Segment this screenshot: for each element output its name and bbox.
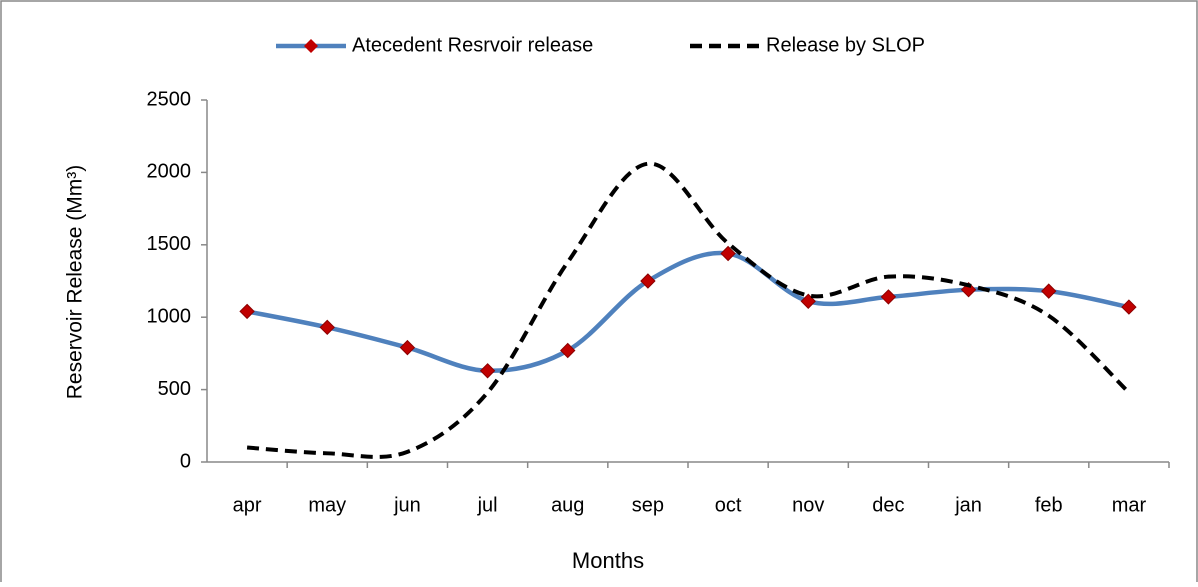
x-tick-label: feb	[1035, 494, 1063, 516]
marker	[399, 339, 416, 356]
marker	[960, 281, 977, 298]
legend-label: Release by SLOP	[766, 34, 925, 56]
marker	[1121, 299, 1137, 315]
x-tick-label: sep	[632, 494, 664, 516]
y-axis-label: Reservoir Release (Mm³)	[64, 165, 87, 400]
x-tick-label: dec	[872, 494, 904, 516]
x-tick-label: may	[308, 494, 346, 516]
y-tick-label: 500	[158, 378, 191, 400]
x-tick-label: apr	[233, 494, 262, 516]
marker	[720, 245, 736, 262]
x-axis-label: Months	[572, 548, 644, 573]
marker	[479, 363, 496, 379]
y-tick-label: 2500	[147, 88, 192, 110]
x-tick-label: aug	[551, 494, 584, 516]
marker	[560, 342, 576, 359]
x-tick-label: mar	[1112, 494, 1147, 516]
marker	[319, 319, 335, 336]
marker	[640, 273, 656, 289]
marker	[239, 303, 255, 320]
marker	[1041, 283, 1057, 299]
y-tick-label: 1500	[147, 233, 192, 255]
y-tick-label: 2000	[147, 161, 192, 183]
marker	[880, 289, 897, 305]
x-tick-label: jul	[477, 494, 498, 516]
legend-marker	[304, 39, 318, 53]
series-line	[246, 161, 1131, 459]
x-tick-label: oct	[715, 494, 742, 516]
y-tick-label: 1000	[147, 305, 192, 327]
legend-label: Atecedent Resrvoir release	[352, 34, 593, 56]
x-tick-label: nov	[792, 494, 824, 516]
y-tick-label: 0	[180, 450, 191, 472]
x-tick-label: jan	[954, 494, 982, 516]
x-tick-label: jun	[393, 494, 421, 516]
